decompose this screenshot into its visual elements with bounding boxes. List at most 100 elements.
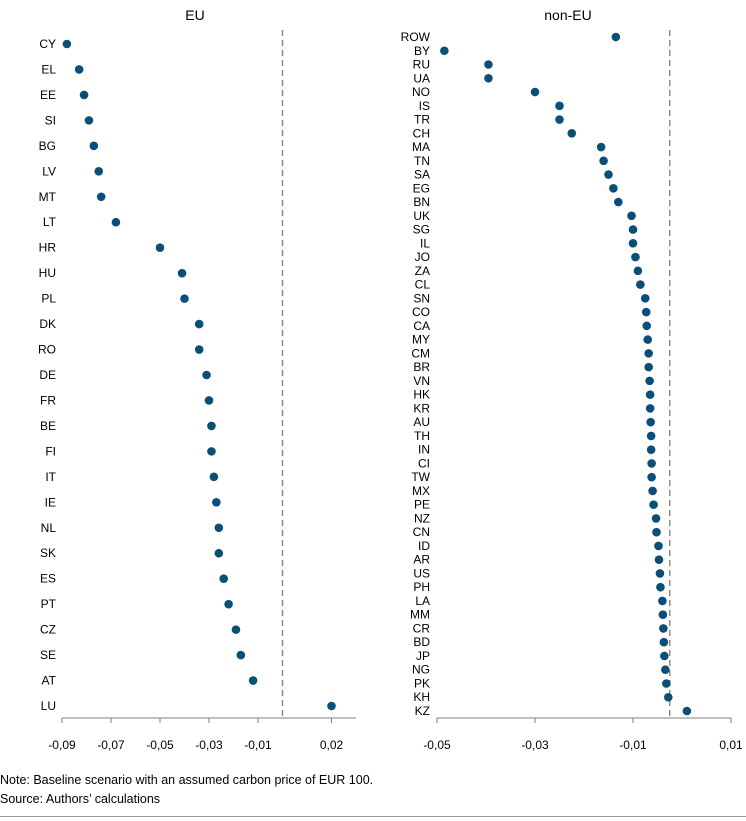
data-point bbox=[96, 192, 106, 202]
data-point bbox=[648, 486, 657, 496]
category-label: DE bbox=[39, 368, 56, 382]
data-point bbox=[628, 225, 638, 234]
data-point bbox=[207, 421, 216, 431]
category-label: BN bbox=[413, 195, 430, 209]
category-label: BR bbox=[413, 360, 430, 374]
category-label: IT bbox=[45, 470, 56, 484]
category-label: MY bbox=[412, 333, 430, 347]
data-point bbox=[649, 500, 658, 509]
category-label: HK bbox=[413, 388, 430, 402]
data-point bbox=[555, 101, 564, 111]
category-label: PT bbox=[41, 597, 57, 611]
category-label: SK bbox=[40, 546, 56, 560]
panel-title: non-EU bbox=[544, 7, 591, 23]
category-label: TN bbox=[414, 154, 430, 168]
data-point bbox=[209, 472, 219, 482]
data-point bbox=[611, 32, 621, 42]
category-label: IS bbox=[419, 99, 430, 113]
data-point bbox=[663, 692, 673, 702]
data-point bbox=[484, 73, 493, 83]
data-point bbox=[628, 239, 638, 248]
category-label: EL bbox=[41, 62, 56, 76]
category-label: BE bbox=[40, 419, 56, 433]
data-point bbox=[231, 625, 241, 634]
data-point bbox=[604, 170, 613, 179]
category-label: US bbox=[413, 566, 430, 580]
data-point bbox=[599, 156, 608, 166]
category-label: SN bbox=[413, 291, 430, 305]
category-label: HR bbox=[39, 241, 57, 255]
x-tick-label: -0,01 bbox=[619, 738, 647, 752]
data-point bbox=[658, 596, 667, 606]
category-label: ZA bbox=[415, 264, 430, 278]
data-point bbox=[659, 637, 669, 647]
data-point bbox=[627, 211, 636, 221]
category-label: BG bbox=[39, 139, 56, 153]
category-label: UK bbox=[413, 209, 430, 223]
bottom-rule bbox=[0, 816, 746, 817]
data-point bbox=[646, 417, 655, 427]
category-label: CA bbox=[413, 319, 430, 333]
category-label: CH bbox=[413, 126, 430, 140]
data-point bbox=[631, 252, 640, 262]
category-label: KH bbox=[413, 690, 430, 704]
data-point bbox=[654, 555, 664, 564]
category-label: CO bbox=[412, 305, 430, 319]
data-point bbox=[660, 651, 669, 661]
data-point bbox=[219, 574, 228, 583]
dot-plot-figure: EU -0,09 -0,07 -0,05 -0,03 -0,01 0,02 CY EL EE SI B… bbox=[38, 7, 743, 752]
category-label: HU bbox=[39, 266, 56, 280]
data-point bbox=[224, 599, 233, 609]
data-point bbox=[662, 679, 671, 688]
category-label: LU bbox=[41, 699, 56, 713]
category-label: NL bbox=[41, 521, 57, 535]
category-label: BD bbox=[413, 635, 430, 649]
category-label: CL bbox=[415, 278, 431, 292]
category-label: PH bbox=[413, 580, 430, 594]
data-point bbox=[654, 541, 663, 551]
category-label: IE bbox=[45, 495, 56, 509]
data-point bbox=[94, 167, 104, 176]
category-label: BY bbox=[414, 44, 430, 58]
data-point bbox=[89, 141, 99, 151]
category-label: IL bbox=[420, 236, 430, 250]
x-tick-label: -0,01 bbox=[244, 738, 272, 752]
data-point bbox=[641, 307, 651, 317]
data-point bbox=[647, 472, 656, 482]
data-point bbox=[212, 498, 221, 507]
category-label: IN bbox=[418, 443, 430, 457]
data-point bbox=[236, 650, 246, 660]
data-point bbox=[248, 676, 258, 685]
data-point bbox=[656, 582, 665, 592]
x-tick-label: 0,01 bbox=[719, 738, 743, 752]
data-point bbox=[643, 335, 652, 344]
category-label: ES bbox=[40, 572, 56, 586]
category-label: LT bbox=[43, 215, 57, 229]
category-label: AR bbox=[413, 553, 430, 567]
data-point bbox=[194, 345, 204, 354]
category-label: MX bbox=[412, 484, 430, 498]
category-label: NZ bbox=[414, 511, 430, 525]
category-label: VN bbox=[413, 374, 430, 388]
data-point bbox=[530, 87, 540, 97]
category-label: TH bbox=[414, 429, 430, 443]
category-label: DK bbox=[39, 317, 56, 331]
category-label: CI bbox=[418, 456, 430, 470]
category-label: CZ bbox=[40, 623, 56, 637]
chart-source: Source: Authors’ calculations bbox=[0, 792, 161, 806]
data-point bbox=[194, 319, 204, 329]
category-label: MA bbox=[412, 140, 430, 154]
x-tick-label: -0,05 bbox=[146, 738, 174, 752]
category-label: KZ bbox=[415, 704, 430, 718]
data-point bbox=[646, 431, 656, 441]
category-label: KR bbox=[413, 401, 430, 415]
category-label: SG bbox=[413, 223, 430, 237]
data-point bbox=[177, 268, 187, 278]
data-point bbox=[207, 447, 216, 456]
data-point bbox=[640, 294, 650, 303]
panel-title: EU bbox=[185, 7, 204, 23]
category-label: NG bbox=[412, 663, 430, 677]
data-point bbox=[327, 701, 336, 711]
category-label: PE bbox=[414, 498, 430, 512]
category-label: SI bbox=[45, 113, 56, 127]
